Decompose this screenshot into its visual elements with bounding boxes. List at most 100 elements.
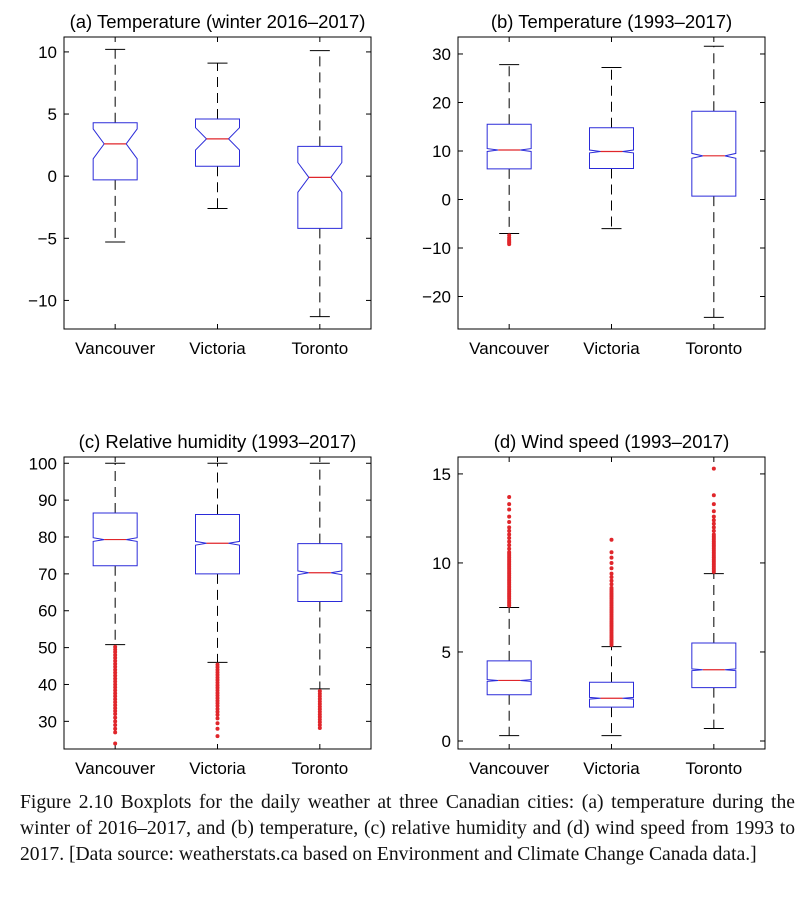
- outlier-point: [215, 721, 220, 726]
- y-tick-label: 0: [48, 167, 57, 186]
- outlier-point: [609, 566, 614, 571]
- box-toronto: [691, 45, 737, 318]
- y-tick-label: 30: [432, 45, 451, 64]
- outlier-point: [507, 539, 512, 544]
- box-vancouver: [486, 495, 532, 737]
- y-tick-label: 20: [432, 93, 451, 112]
- y-tick-label: 0: [442, 732, 451, 751]
- outlier-point: [215, 703, 220, 708]
- box-body: [691, 110, 737, 197]
- outlier-point: [317, 720, 322, 725]
- chart-title: (c) Relative humidity (1993–2017): [79, 431, 357, 452]
- outlier-point: [113, 691, 118, 696]
- outlier-point: [609, 582, 614, 587]
- x-tick-label: Victoria: [583, 759, 640, 778]
- outlier-point: [507, 525, 512, 530]
- outlier-point: [113, 711, 118, 716]
- outlier-point: [609, 560, 614, 565]
- outlier-point: [711, 518, 716, 523]
- outlier-point: [507, 550, 512, 555]
- outlier-point: [711, 532, 716, 537]
- outlier-point: [113, 670, 118, 675]
- y-tick-label: 30: [38, 712, 57, 731]
- outlier-point: [609, 555, 614, 560]
- outlier-point: [507, 514, 512, 519]
- outlier-point: [507, 519, 512, 524]
- outlier-point: [113, 715, 118, 720]
- outlier-point: [711, 493, 716, 498]
- outlier-point: [215, 734, 220, 739]
- x-tick-label: Victoria: [189, 759, 246, 778]
- outlier-point: [711, 509, 716, 514]
- y-tick-label: 5: [442, 643, 451, 662]
- outlier-point: [113, 697, 118, 702]
- x-tick-label: Toronto: [685, 339, 742, 358]
- outlier-point: [609, 578, 614, 583]
- box-body: [92, 512, 138, 567]
- outlier-point: [113, 694, 118, 699]
- box-victoria: [589, 67, 634, 230]
- outlier-point: [113, 652, 118, 657]
- y-tick-label: 70: [38, 565, 57, 584]
- box-body: [297, 543, 343, 603]
- outlier-point: [711, 466, 716, 471]
- outlier-point: [113, 706, 118, 711]
- outlier-point: [113, 685, 118, 690]
- box-vancouver: [486, 64, 532, 247]
- y-tick-label: 10: [38, 43, 57, 62]
- y-tick-label: 15: [432, 465, 451, 484]
- box-toronto: [297, 462, 343, 730]
- outlier-point: [609, 537, 614, 542]
- outlier-point: [113, 655, 118, 660]
- outlier-point: [215, 709, 220, 714]
- outlier-point: [113, 741, 118, 746]
- y-tick-label: 5: [48, 105, 57, 124]
- x-tick-label: Vancouver: [469, 759, 549, 778]
- outlier-point: [215, 726, 220, 731]
- outlier-point: [113, 679, 118, 684]
- x-tick-label: Vancouver: [469, 339, 549, 358]
- y-tick-label: 100: [29, 454, 57, 473]
- y-tick-label: −10: [28, 291, 57, 310]
- outlier-point: [113, 688, 118, 693]
- outlier-point: [113, 726, 118, 731]
- box-body: [195, 118, 240, 167]
- outlier-point: [113, 703, 118, 708]
- outlier-point: [113, 719, 118, 724]
- x-tick-label: Toronto: [291, 339, 348, 358]
- panel-b: (b) Temperature (1993–2017) 30 20 10 0 −10 −20…: [422, 11, 766, 358]
- outlier-point: [507, 528, 512, 533]
- outlier-point: [317, 723, 322, 728]
- box-victoria: [195, 62, 240, 209]
- box-vancouver: [92, 462, 138, 746]
- box-toronto: [691, 466, 737, 730]
- y-tick-label: 80: [38, 528, 57, 547]
- panel-d: (d) Wind speed (1993–2017) 15 10 5 0 Vancouve…: [432, 431, 766, 778]
- box-toronto: [297, 50, 343, 318]
- y-tick-label: −20: [422, 288, 451, 307]
- box-body: [195, 514, 240, 575]
- y-tick-label: 90: [38, 491, 57, 510]
- outlier-point: [507, 502, 512, 507]
- outlier-point: [113, 667, 118, 672]
- box-body: [92, 122, 138, 181]
- chart-title: (a) Temperature (winter 2016–2017): [70, 11, 366, 32]
- y-tick-label: 60: [38, 602, 57, 621]
- x-tick-label: Vancouver: [75, 339, 155, 358]
- outlier-point: [113, 673, 118, 678]
- x-tick-label: Vancouver: [75, 759, 155, 778]
- outlier-point: [507, 532, 512, 537]
- outlier-point: [507, 507, 512, 512]
- outlier-point: [711, 525, 716, 530]
- boxplot-figure: (a) Temperature (winter 2016–2017)1050−5…: [28, 11, 766, 778]
- outlier-point: [113, 661, 118, 666]
- y-tick-label: 10: [432, 554, 451, 573]
- outlier-point: [113, 709, 118, 714]
- outlier-point: [507, 495, 512, 500]
- chart-title: (b) Temperature (1993–2017): [491, 11, 732, 32]
- outlier-point: [507, 536, 512, 541]
- outlier-point: [609, 575, 614, 580]
- outlier-point: [317, 725, 322, 730]
- outlier-point: [113, 682, 118, 687]
- chart-title: (d) Wind speed (1993–2017): [494, 431, 730, 452]
